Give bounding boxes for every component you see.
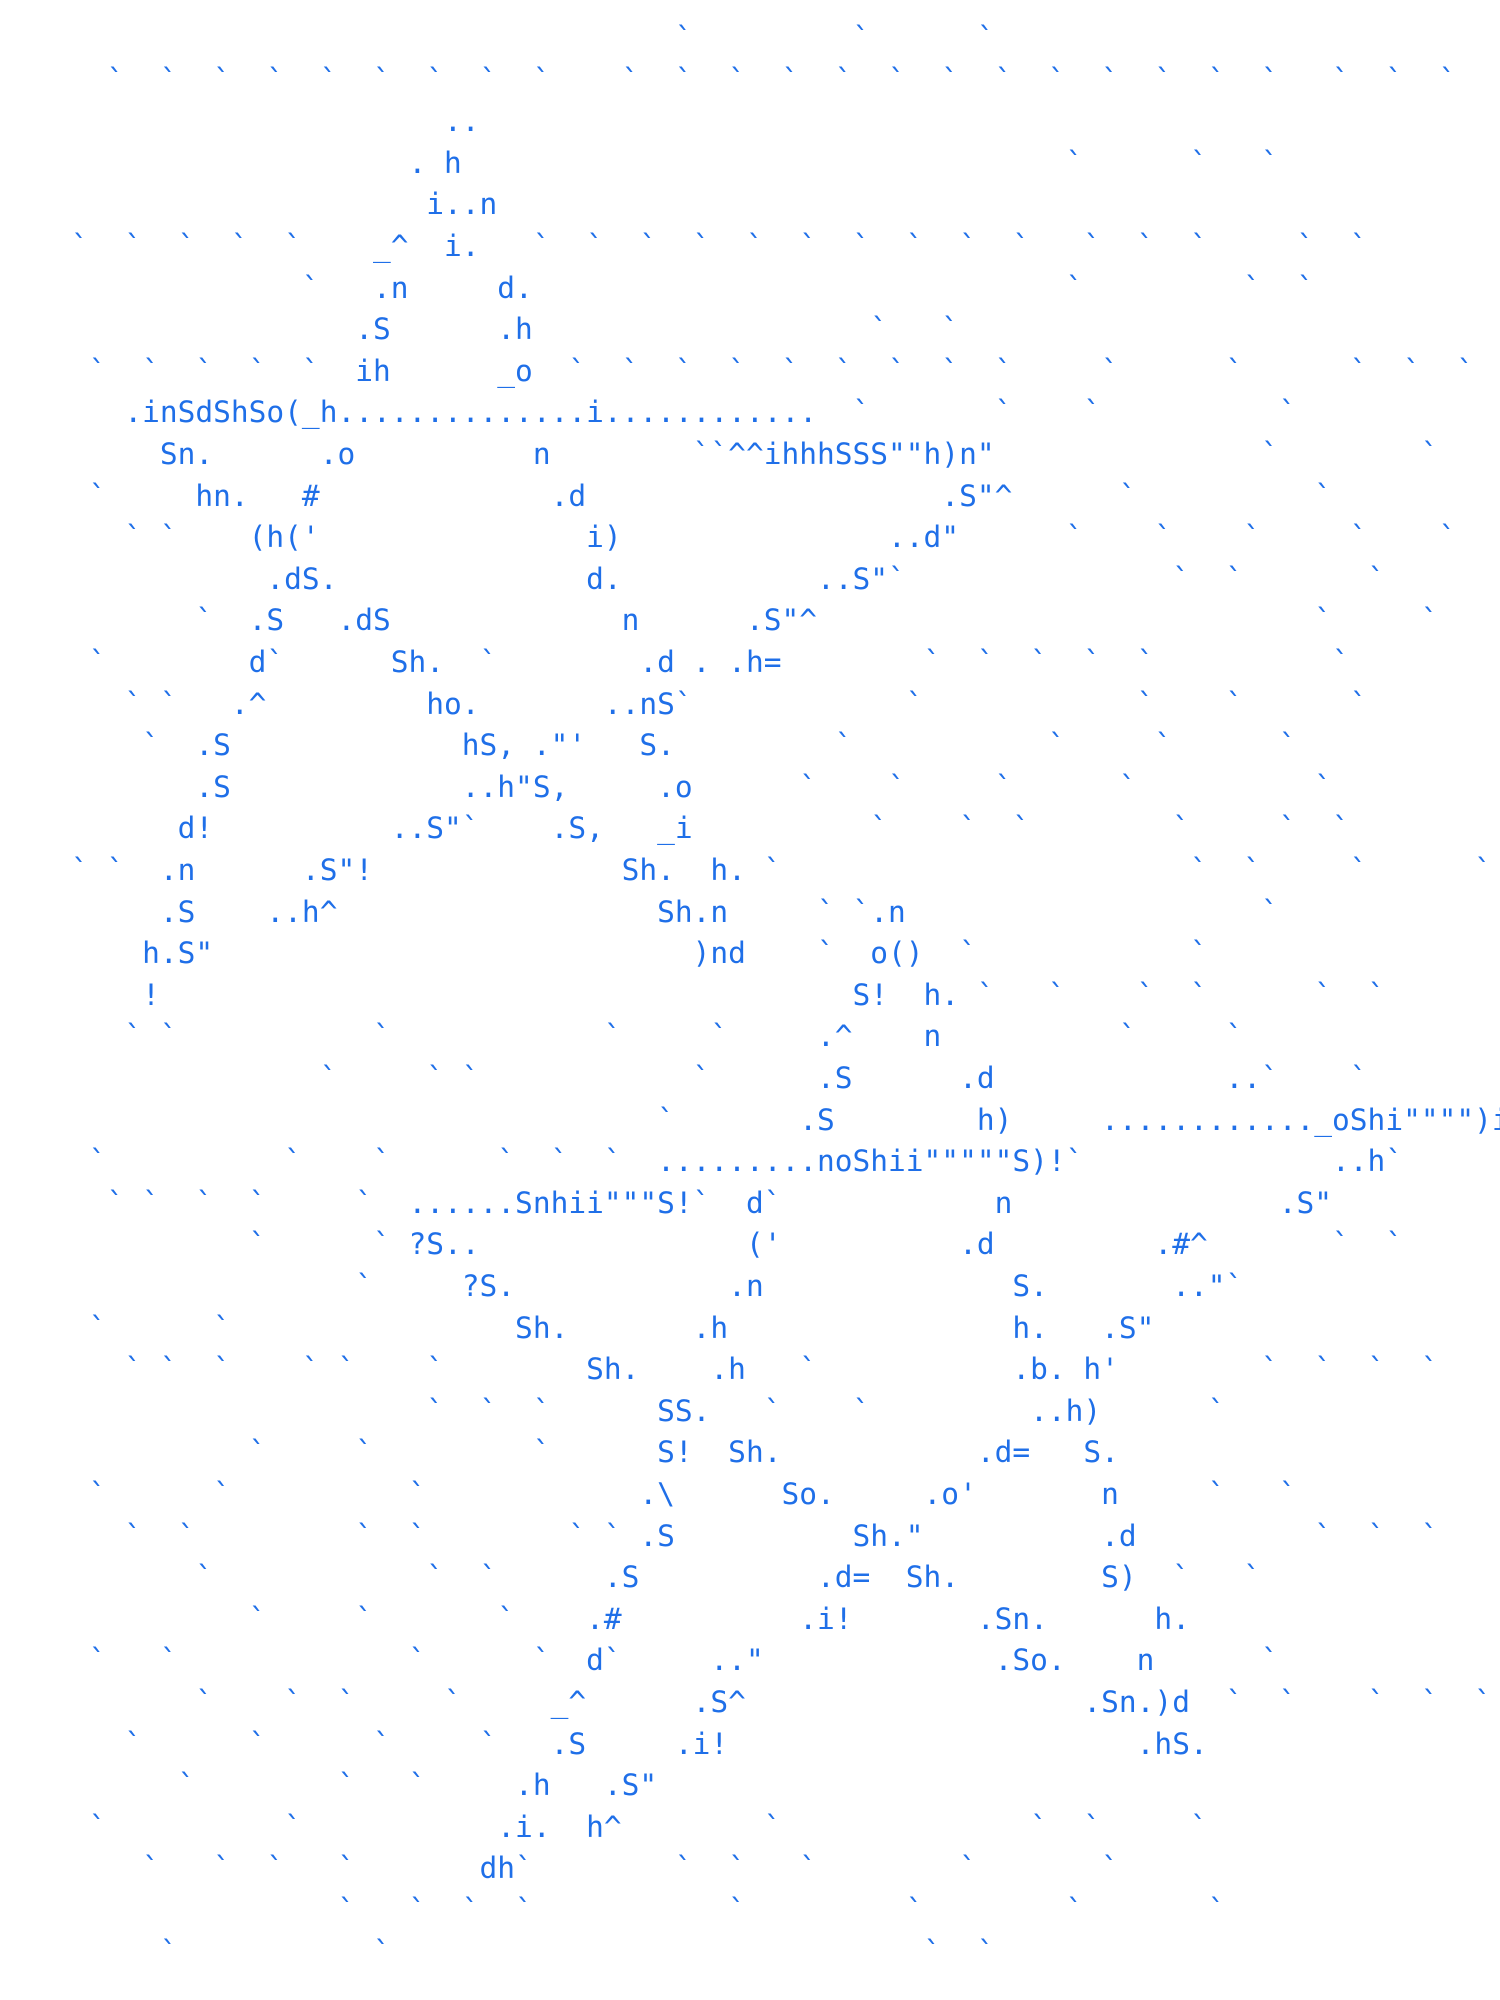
ascii-line: .S ..h^ Sh.n ` `.n ` — [0, 894, 1279, 929]
ascii-line: ` ` ` SS. ` ` ..h) ` — [0, 1393, 1226, 1428]
ascii-line: ` ?S. .n S. .."` — [0, 1269, 1244, 1303]
ascii-line: Sn. .o n ``^^ihhhSSS""h)n" ` ` — [0, 437, 1439, 471]
ascii-line: ` ` ` .# .i! .Sn. h. — [0, 1601, 1190, 1636]
ascii-line: ` ` ` ` ` .^ n ` ` — [0, 1019, 1244, 1054]
ascii-line: ` ` ` .\ So. .o' n ` ` — [0, 1477, 1297, 1511]
ascii-line: . h ` ` ` — [0, 145, 1279, 180]
ascii-line: ` ` Sh. .h h. .S" — [0, 1310, 1155, 1345]
ascii-line: .dS. d. ..S"` ` ` ` — [0, 561, 1386, 596]
ascii-line: h.S" )nd ` o() ` ` — [0, 936, 1208, 971]
ascii-line: ` ` ` ` ` ` .S Sh." .d ` ` ` — [0, 1518, 1439, 1553]
ascii-line: ! S! h. ` ` ` ` ` ` — [0, 977, 1386, 1012]
ascii-line: ` ` ` — [0, 21, 995, 55]
ascii-line: ` ` ` S! Sh. .d= S. — [0, 1435, 1119, 1470]
ascii-line: ` ` ` ` ` ` .........noShii"""""S)!` ..h… — [0, 1144, 1404, 1179]
ascii-line: ` ` (h(' i) ..d" ` ` ` ` ` — [0, 520, 1457, 555]
ascii-line: ` ` .n .S"! Sh. h. ` ` ` ` ` — [0, 853, 1492, 887]
ascii-line: ` .S h) ............_oShi"""")i#^ ` — [0, 1102, 1500, 1137]
ascii-line: ` ` ?S.. (' .d .#^ ` ` — [0, 1227, 1404, 1262]
ascii-line: .S ..h"S, .o ` ` ` ` ` — [0, 769, 1333, 804]
ascii-line: ` ` ` ` _^ .S^ .Sn.)d ` ` ` ` ` — [0, 1685, 1492, 1719]
ascii-line: ` ` .i. h^ ` ` ` ` — [0, 1809, 1208, 1844]
ascii-line: ` .n d. ` ` ` — [0, 270, 1315, 305]
ascii-line: ` ` ` ` .S .i! .hS. — [0, 1726, 1208, 1761]
ascii-line: ` ` ` ` ` _^ i. ` ` ` ` ` ` ` ` ` ` ` ` … — [0, 229, 1368, 263]
ascii-line: ` ` ` ` ` ......Snhii"""S!` d` n .S" — [0, 1185, 1333, 1220]
ascii-line: ` ` ` .h .S" — [0, 1768, 658, 1803]
ascii-line: ` ` ` .S .d= Sh. S) ` ` — [0, 1560, 1261, 1595]
ascii-line: ` hn. # .d .S"^ ` ` — [0, 478, 1333, 513]
ascii-line: ` .S hS, ."' S. ` ` ` ` — [0, 728, 1297, 763]
ascii-line: d! ..S"` .S, _i ` ` ` ` ` ` — [0, 811, 1350, 846]
ascii-line: .S .h ` ` — [0, 312, 960, 347]
ascii-line: ` ` ` ` d` .." .So. n ` — [0, 1643, 1279, 1678]
ascii-line: .inSdShSo(_h..............i............ … — [0, 395, 1297, 430]
ascii-line: ` ` ` ` .S .d ..` ` — [0, 1061, 1368, 1095]
ascii-line: ` ` ` ` ` ` ` ` ` ` ` ` ` ` ` ` ` ` ` ` … — [0, 62, 1500, 97]
ascii-line: ` ` ` ` dh` ` ` ` ` ` — [0, 1851, 1119, 1886]
ascii-line: ` ` ` ` ` ` Sh. .h ` .b. h' ` ` ` ` — [0, 1352, 1439, 1387]
ascii-line: ` ` .^ ho. ..nS` ` ` ` ` — [0, 686, 1368, 721]
ascii-line: ` .S .dS n .S"^ ` ` — [0, 603, 1439, 638]
ascii-line: .. — [0, 104, 480, 139]
ascii-line: ` ` ` ` ` ` ` ` — [0, 1893, 1226, 1927]
ascii-line: ` ` ` ` ` ih _o ` ` ` ` ` ` ` ` ` ` ` ` … — [0, 353, 1475, 388]
ascii-line: ` ` ` ` — [0, 1934, 995, 1969]
ascii-line: ` d` Sh. ` .d . .h= ` ` ` ` ` ` — [0, 645, 1350, 679]
ascii-line: i..n — [0, 187, 498, 222]
